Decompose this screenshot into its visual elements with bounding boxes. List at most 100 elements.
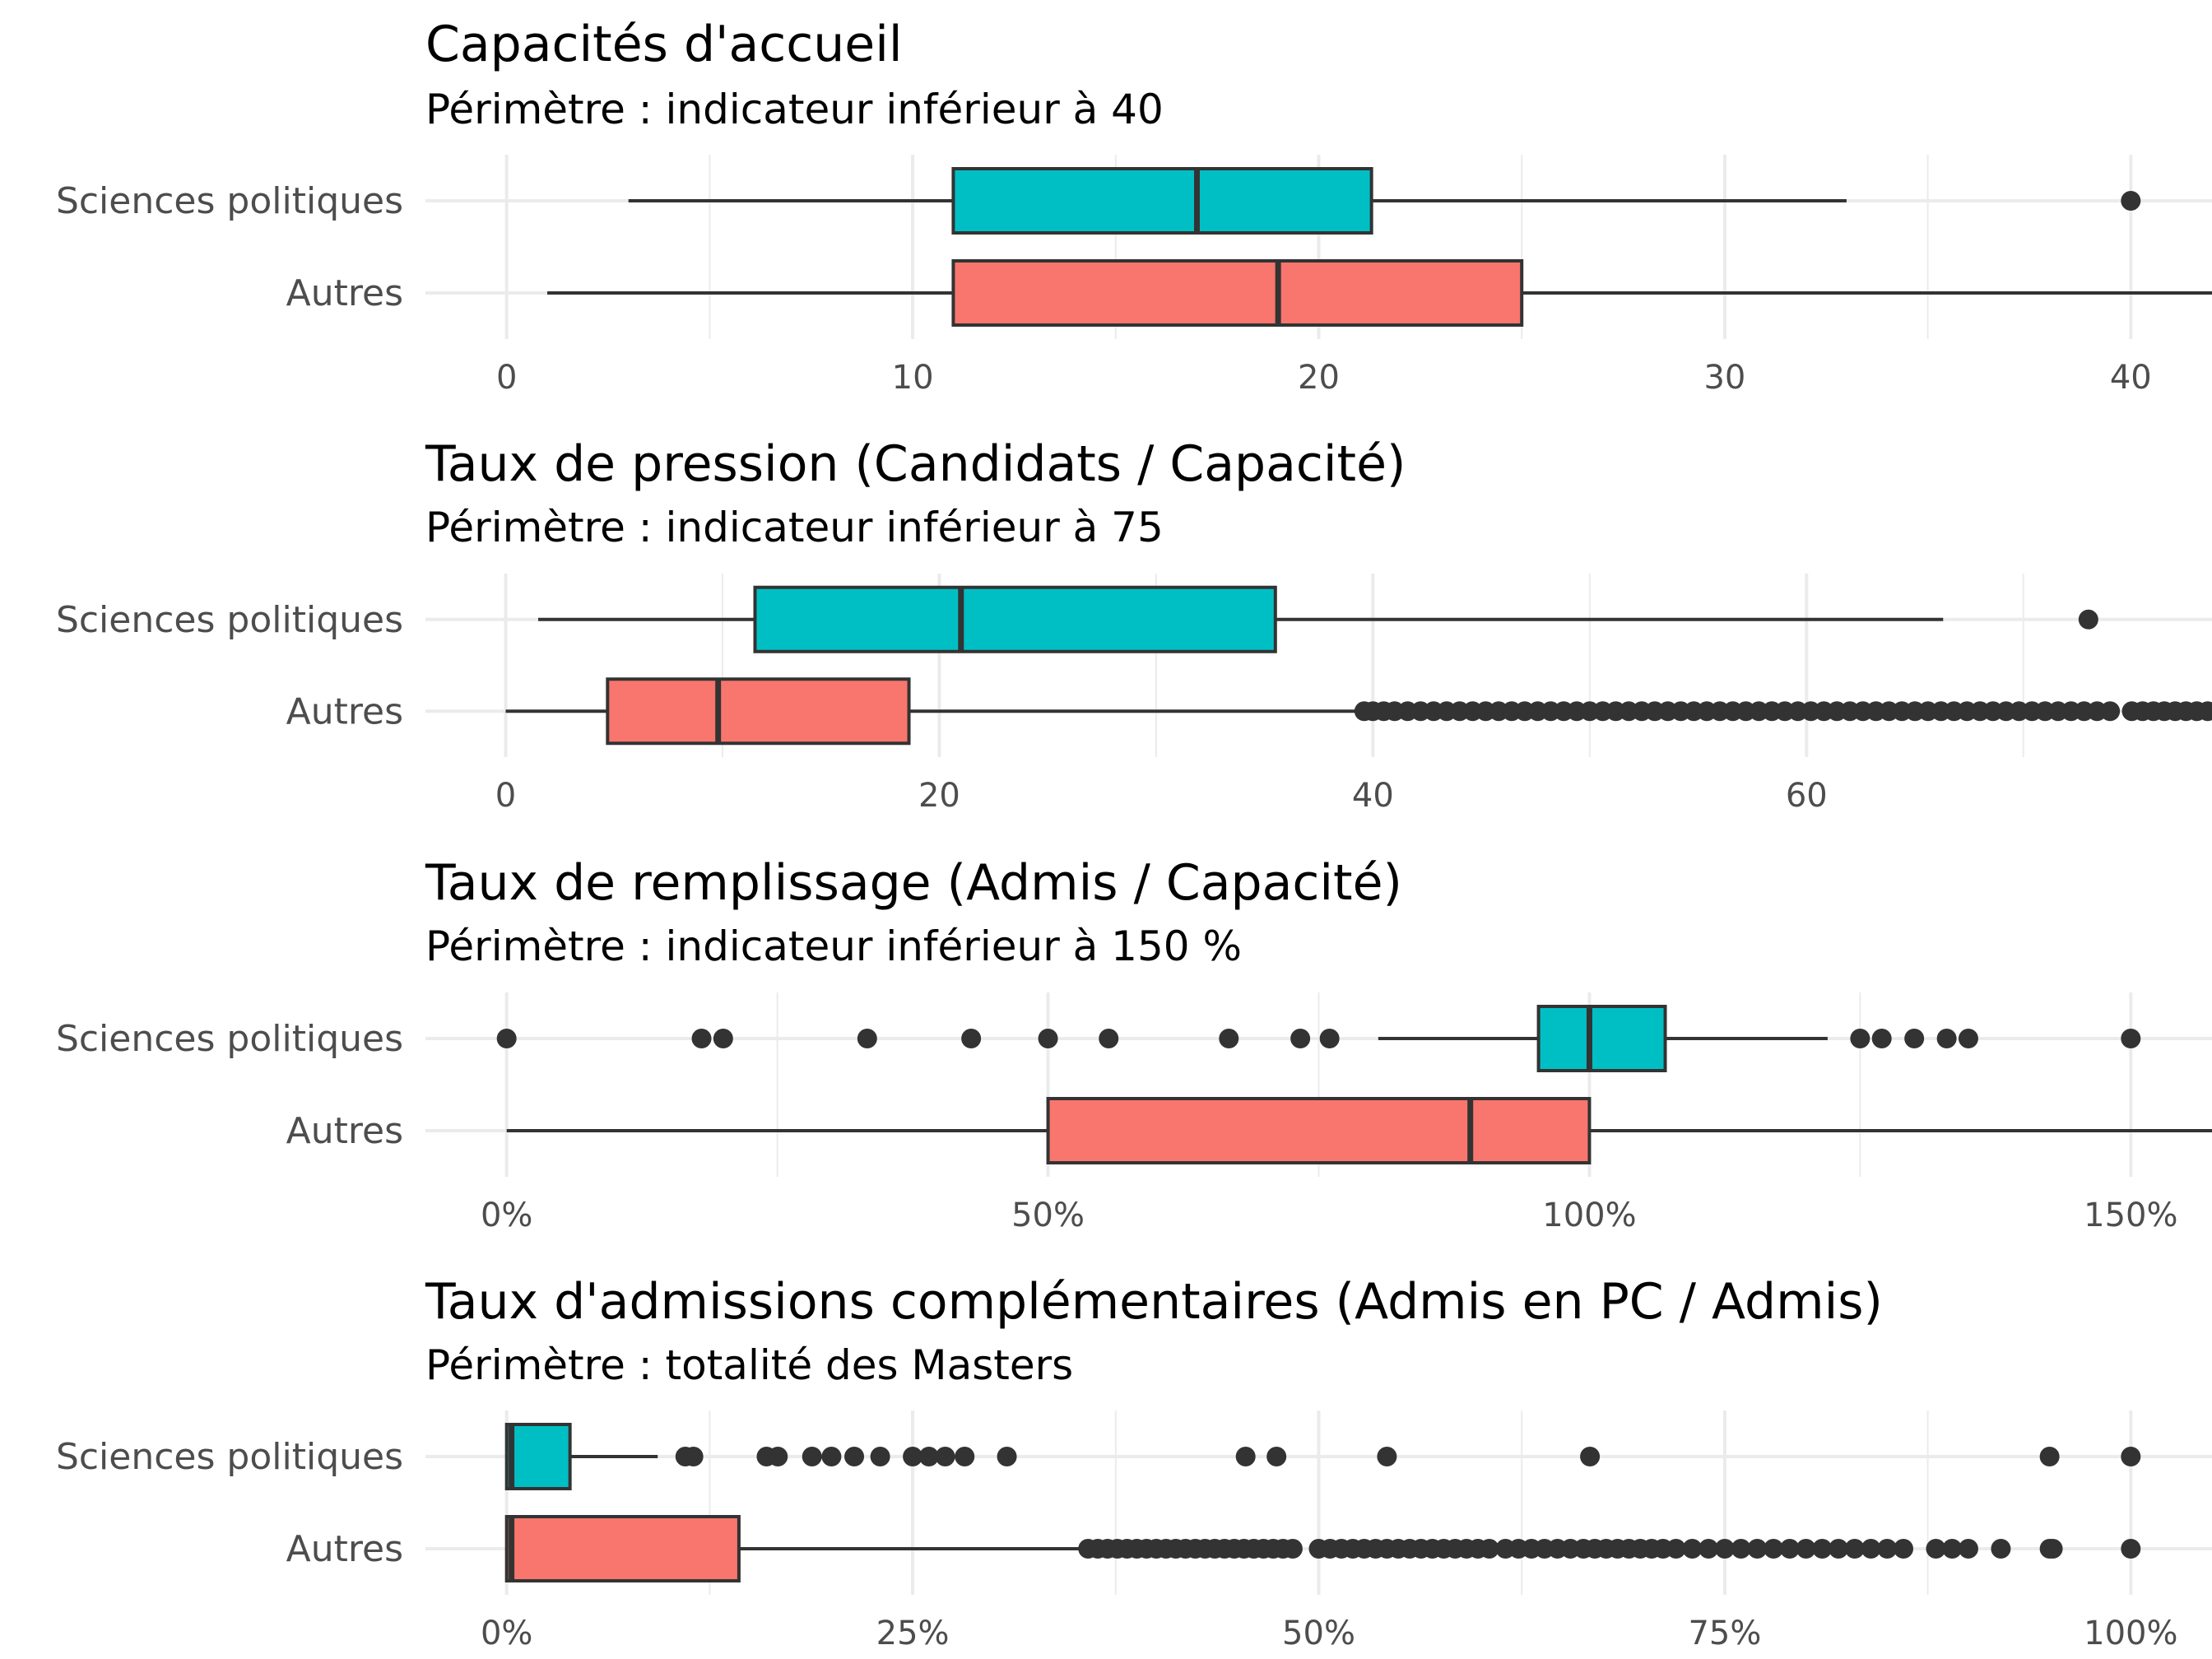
panel-3-title: Taux de remplissage (Admis / Capacité) (425, 854, 1402, 912)
outlier-point (1747, 1539, 1768, 1559)
outlier-point (1942, 1539, 1963, 1559)
outlier-point (1290, 1029, 1311, 1048)
outlier-point (1991, 1539, 2011, 1559)
outlier-point (1580, 1447, 1601, 1466)
outlier-point (1877, 1539, 1898, 1559)
panel-capacites: Capacités d'accueil Périmètre : indicate… (56, 16, 2212, 397)
outlier-point (1904, 1029, 1925, 1048)
outlier-point (955, 1447, 975, 1466)
boxplot-autres (504, 1515, 2141, 1582)
panel-pression: Taux de pression (Candidats / Capacité) … (56, 435, 2212, 815)
x-tick-label: 100% (2084, 1615, 2177, 1652)
outlier-point (1861, 1539, 1881, 1559)
panel-2-title: Taux de pression (Candidats / Capacité) (425, 435, 1406, 493)
panel-1-subtitle: Périmètre : indicateur inférieur à 40 (425, 86, 1164, 133)
category-label: Autres (286, 690, 403, 732)
outlier-point (1812, 1539, 1833, 1559)
outlier-point (821, 1447, 842, 1466)
box (504, 1515, 741, 1582)
outlier-point (1099, 1029, 1119, 1048)
outlier-point (713, 1029, 733, 1048)
x-tick-label: 50% (1282, 1615, 1355, 1652)
x-tick-label: 20 (1298, 359, 1340, 397)
panel-1-title: Capacités d'accueil (425, 16, 903, 73)
x-tick-label: 40 (1352, 777, 1394, 815)
outlier-point (844, 1447, 865, 1466)
outlier-point (918, 1447, 939, 1466)
outlier-point (1871, 1029, 1892, 1048)
outlier-point (1266, 1447, 1287, 1466)
outlier-point (1235, 1447, 1256, 1466)
boxplot-sciences-politiques (496, 1005, 2141, 1072)
outlier-point (1850, 1029, 1870, 1048)
category-label: Autres (286, 1528, 403, 1570)
outlier-point (1319, 1029, 1340, 1048)
outlier-point (1377, 1447, 1397, 1466)
boxplot-autres (547, 259, 2212, 327)
box (1046, 1097, 1592, 1164)
box (951, 259, 1524, 327)
panel-4-plot: 0% 25% 50% 75% 100% Sciences politiques Autres (56, 1410, 2212, 1652)
x-tick-label: 0% (481, 1197, 532, 1234)
x-tick-label: 30 (1703, 359, 1745, 397)
outlier-point (1926, 1539, 1946, 1559)
outlier-point (802, 1447, 822, 1466)
outlier-point (683, 1447, 704, 1466)
boxplot-autres (505, 677, 2212, 746)
panel-4-title: Taux d'admissions complémentaires (Admis… (425, 1273, 1883, 1331)
outlier-point (2121, 191, 2141, 211)
category-label: Sciences politiques (56, 1018, 403, 1060)
boxplot-sciences-politiques (628, 167, 2141, 235)
outlier-point (1936, 1029, 1957, 1048)
category-label: Sciences politiques (56, 599, 403, 641)
outlier-point (691, 1029, 712, 1048)
outlier-point (1682, 1539, 1703, 1559)
panel-admissions-complementaires: Taux d'admissions complémentaires (Admis… (56, 1273, 2212, 1652)
outlier-point (961, 1029, 982, 1048)
outlier-point (1666, 1539, 1686, 1559)
x-tick-label: 10 (892, 359, 934, 397)
outlier-point (496, 1029, 517, 1048)
box (951, 167, 1373, 235)
category-label: Autres (286, 1110, 403, 1152)
outlier-point (1698, 1539, 1719, 1559)
outlier-point (1714, 1539, 1735, 1559)
outlier-point (1958, 1539, 1978, 1559)
outlier-point (2100, 701, 2121, 722)
category-label: Autres (286, 272, 403, 314)
outlier-point (935, 1447, 955, 1466)
outlier-point (857, 1029, 877, 1048)
outlier-point (1958, 1029, 1978, 1048)
panel-3-plot: 0% 50% 100% 150% Sciences politiques Autres (56, 992, 2212, 1234)
x-tick-label: 150% (2084, 1197, 2177, 1234)
outlier-point (1844, 1539, 1865, 1559)
outlier-point (870, 1447, 890, 1466)
box (606, 677, 911, 746)
outlier-point (1779, 1539, 1800, 1559)
x-tick-label: 100% (1542, 1197, 1636, 1234)
panel-2-plot: 0 20 40 60 Sciences politiques Autres (56, 574, 2212, 815)
outlier-point (1731, 1539, 1751, 1559)
x-tick-label: 50% (1011, 1197, 1085, 1234)
x-tick-label: 60 (1786, 777, 1828, 815)
outlier-point (2121, 1539, 2141, 1559)
category-label: Sciences politiques (56, 1436, 403, 1478)
x-tick-label: 75% (1688, 1615, 1761, 1652)
panel-remplissage: Taux de remplissage (Admis / Capacité) P… (56, 854, 2212, 1234)
outlier-point (2078, 609, 2098, 630)
outlier-point (903, 1447, 923, 1466)
x-tick-label: 20 (918, 777, 960, 815)
outlier-point (997, 1447, 1017, 1466)
panel-3-subtitle: Périmètre : indicateur inférieur à 150 % (425, 922, 1242, 970)
boxplot-autres (506, 1097, 2212, 1164)
x-tick-label: 40 (2110, 359, 2152, 397)
panel-2-subtitle: Périmètre : indicateur inférieur à 75 (425, 504, 1164, 551)
outlier-point (2039, 1447, 2060, 1466)
boxplot-sciences-politiques (538, 585, 2098, 653)
outlier-point (2042, 1539, 2063, 1559)
box (1536, 1005, 1667, 1072)
x-tick-label: 0 (495, 777, 516, 815)
x-tick-label: 0% (481, 1615, 532, 1652)
box (504, 1423, 572, 1490)
